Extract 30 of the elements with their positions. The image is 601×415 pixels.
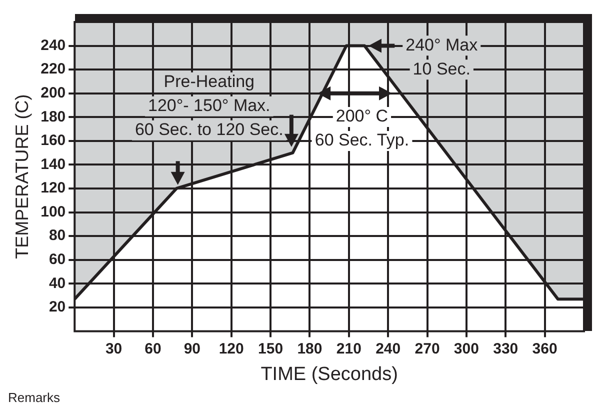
annotation: 200° C 60 Sec. Typ. bbox=[314, 106, 410, 150]
x-tick-label: 180 bbox=[297, 340, 322, 358]
text: Remarks bbox=[8, 390, 62, 405]
x-axis-title: TIME (Seconds) bbox=[260, 364, 398, 385]
x-tick-label: 240 bbox=[376, 340, 401, 358]
y-tick-label: 100 bbox=[40, 203, 66, 220]
x-tick-label: 270 bbox=[414, 340, 440, 358]
x-tick-label: 360 bbox=[532, 340, 558, 358]
x-tick-label: 60 bbox=[144, 340, 162, 358]
y-axis-title: TEMPERATURE (C) bbox=[12, 94, 32, 259]
y-tick-label: 80 bbox=[48, 227, 66, 244]
x-tick-label: 300 bbox=[454, 340, 479, 358]
y-tick-label: 180 bbox=[40, 108, 66, 126]
x-tick-label: 90 bbox=[184, 340, 201, 358]
x-tick-label: 210 bbox=[336, 340, 362, 358]
y-tick-label: 240 bbox=[40, 36, 66, 54]
x-tick-label: 150 bbox=[258, 340, 284, 358]
y-tick-label: 200 bbox=[40, 84, 66, 102]
x-tick-label: 30 bbox=[105, 340, 122, 358]
x-tick-label: 120 bbox=[218, 340, 244, 358]
annotation: Pre-Heating 120°- 150° Max. 60 Sec. to 120 Sec. bbox=[134, 72, 284, 140]
y-tick-label: 140 bbox=[40, 156, 66, 173]
y-tick-label: 40 bbox=[48, 274, 66, 292]
y-tick-label: 20 bbox=[48, 298, 66, 316]
y-tick-label: 220 bbox=[40, 60, 66, 78]
annotation: 240° Max 10 Sec. bbox=[406, 35, 478, 78]
x-tick-label: 330 bbox=[493, 340, 518, 358]
y-tick-label: 160 bbox=[40, 132, 66, 150]
y-tick-label: 60 bbox=[48, 250, 66, 268]
y-tick-label: 120 bbox=[40, 180, 66, 197]
